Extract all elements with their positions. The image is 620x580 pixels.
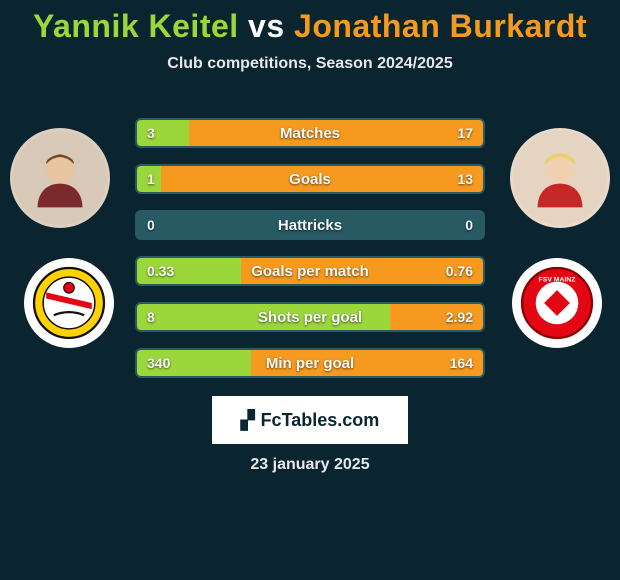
stat-row: 113Goals [135,164,485,194]
stat-row: 00Hattricks [135,210,485,240]
stat-row: 82.92Shots per goal [135,302,485,332]
player1-name: Yannik Keitel [33,8,239,44]
comparison-chart: 317Matches 113Goals 00Hattricks 0.330.76Goa… [135,118,485,394]
player2-avatar [510,128,610,228]
player1-club-badge [24,258,114,348]
chart-icon: ▞ [241,410,255,431]
player2-club-badge: FSV MAINZ [512,258,602,348]
brand-text: FcTables.com [261,410,380,431]
stat-label: Min per goal [137,350,483,376]
stat-label: Goals [137,166,483,192]
club-crest-icon: FSV MAINZ [519,265,595,341]
stat-row: 340164Min per goal [135,348,485,378]
svg-text:FSV MAINZ: FSV MAINZ [539,277,576,284]
stat-row: 317Matches [135,118,485,148]
brand-badge: ▞ FcTables.com [210,394,410,446]
stat-row: 0.330.76Goals per match [135,256,485,286]
stat-label: Hattricks [137,212,483,238]
player2-name: Jonathan Burkardt [294,8,587,44]
player1-avatar [10,128,110,228]
vs-text: vs [248,8,285,44]
club-crest-icon [31,265,107,341]
person-icon [25,143,95,213]
subtitle: Club competitions, Season 2024/2025 [0,55,620,73]
stat-label: Goals per match [137,258,483,284]
snapshot-date: 23 january 2025 [0,456,620,474]
comparison-title: Yannik Keitel vs Jonathan Burkardt [0,0,620,45]
person-icon [525,143,595,213]
stat-label: Matches [137,120,483,146]
stat-label: Shots per goal [137,304,483,330]
